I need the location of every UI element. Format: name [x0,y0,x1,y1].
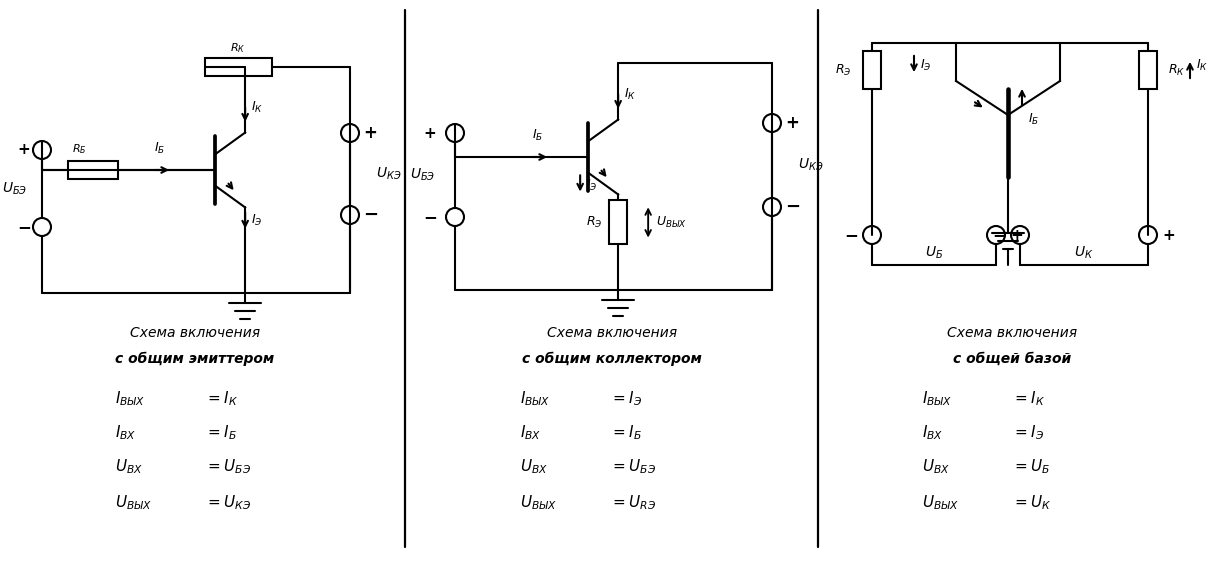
Text: −: − [17,218,31,236]
Text: с общей базой: с общей базой [953,352,1071,366]
Text: $R_К$: $R_К$ [230,41,245,55]
Text: $U_{ВЫХ}$: $U_{ВЫХ}$ [115,494,151,512]
Text: $I_{ВЫХ}$: $I_{ВЫХ}$ [922,390,951,408]
Text: $I_{ВХ}$: $I_{ВХ}$ [922,424,943,442]
Text: $U_{КЭ}$: $U_{КЭ}$ [798,157,823,173]
Text: −: − [844,226,858,244]
Text: +: + [18,143,30,158]
Text: с общим эмиттером: с общим эмиттером [115,352,274,366]
Text: $I_Б$: $I_Б$ [532,128,543,143]
Text: +: + [1010,228,1023,243]
Bar [1139,51,1157,89]
Text: $I_{ВХ}$: $I_{ВХ}$ [520,424,542,442]
Text: −: − [785,198,800,216]
Text: $U_{ВХ}$: $U_{ВХ}$ [520,458,548,476]
Text: $U_{БЭ}$: $U_{БЭ}$ [410,167,435,183]
Text: +: + [423,125,436,140]
Text: $R_Б$: $R_Б$ [73,142,87,156]
Text: −: − [423,208,436,226]
Text: $U_{ВЫХ}$: $U_{ВЫХ}$ [656,215,687,230]
Text: +: + [363,124,377,142]
Text: $= U_{Б}$: $= U_{Б}$ [1012,458,1051,476]
Text: $= I_{Э}$: $= I_{Э}$ [611,390,642,408]
Text: $R_Э$: $R_Э$ [835,63,852,78]
Text: $U_{ВЫХ}$: $U_{ВЫХ}$ [922,494,959,512]
Text: $I_{ВЫХ}$: $I_{ВЫХ}$ [520,390,550,408]
Text: $= I_{Б}$: $= I_{Б}$ [206,424,237,442]
Text: $U_{БЭ}$: $U_{БЭ}$ [2,181,28,197]
Text: $= I_{К}$: $= I_{К}$ [206,390,238,408]
Text: $I_Б$: $I_Б$ [154,141,166,156]
Text: Схема включения: Схема включения [129,326,260,340]
Text: $= I_{Э}$: $= I_{Э}$ [1012,424,1045,442]
Text: $U_{ВХ}$: $U_{ВХ}$ [115,458,143,476]
Text: $I_Э$: $I_Э$ [586,178,597,193]
Text: $= U_{КЭ}$: $= U_{КЭ}$ [206,494,251,512]
Text: $U_Б$: $U_Б$ [925,245,943,261]
Bar [68,161,118,179]
Text: $= U_{БЭ}$: $= U_{БЭ}$ [611,458,656,476]
Text: с общим коллектором: с общим коллектором [522,352,702,366]
Text: $I_Э$: $I_Э$ [920,58,932,72]
Bar [863,51,881,89]
Text: $= I_{К}$: $= I_{К}$ [1012,390,1045,408]
Bar [206,58,272,76]
Text: $U_{ВХ}$: $U_{ВХ}$ [922,458,950,476]
Text: $U_{КЭ}$: $U_{КЭ}$ [376,166,401,182]
Text: $R_К$: $R_К$ [1168,63,1185,78]
Text: $= U_{RЭ}$: $= U_{RЭ}$ [611,494,656,512]
Text: $I_К$: $I_К$ [251,100,264,115]
Text: $= U_{БЭ}$: $= U_{БЭ}$ [206,458,251,476]
Text: $I_Э$: $I_Э$ [251,213,262,228]
Text: $I_Б$: $I_Б$ [1028,112,1040,126]
Text: $I_К$: $I_К$ [1196,58,1208,72]
Text: $I_{ВХ}$: $I_{ВХ}$ [115,424,137,442]
Text: +: + [785,114,799,132]
Text: −: − [363,206,378,224]
Text: $I_{ВЫХ}$: $I_{ВЫХ}$ [115,390,145,408]
Text: $U_К$: $U_К$ [1075,245,1094,261]
Text: $= I_{Б}$: $= I_{Б}$ [611,424,642,442]
Text: $I_К$: $I_К$ [624,87,636,102]
Text: Схема включения: Схема включения [947,326,1077,340]
Text: −: − [993,226,1006,244]
Text: $R_Э$: $R_Э$ [585,215,602,230]
Bar [609,201,627,244]
Text: $U_{ВЫХ}$: $U_{ВЫХ}$ [520,494,556,512]
Text: +: + [1162,228,1175,243]
Text: Схема включения: Схема включения [546,326,677,340]
Text: $= U_{К}$: $= U_{К}$ [1012,494,1052,512]
